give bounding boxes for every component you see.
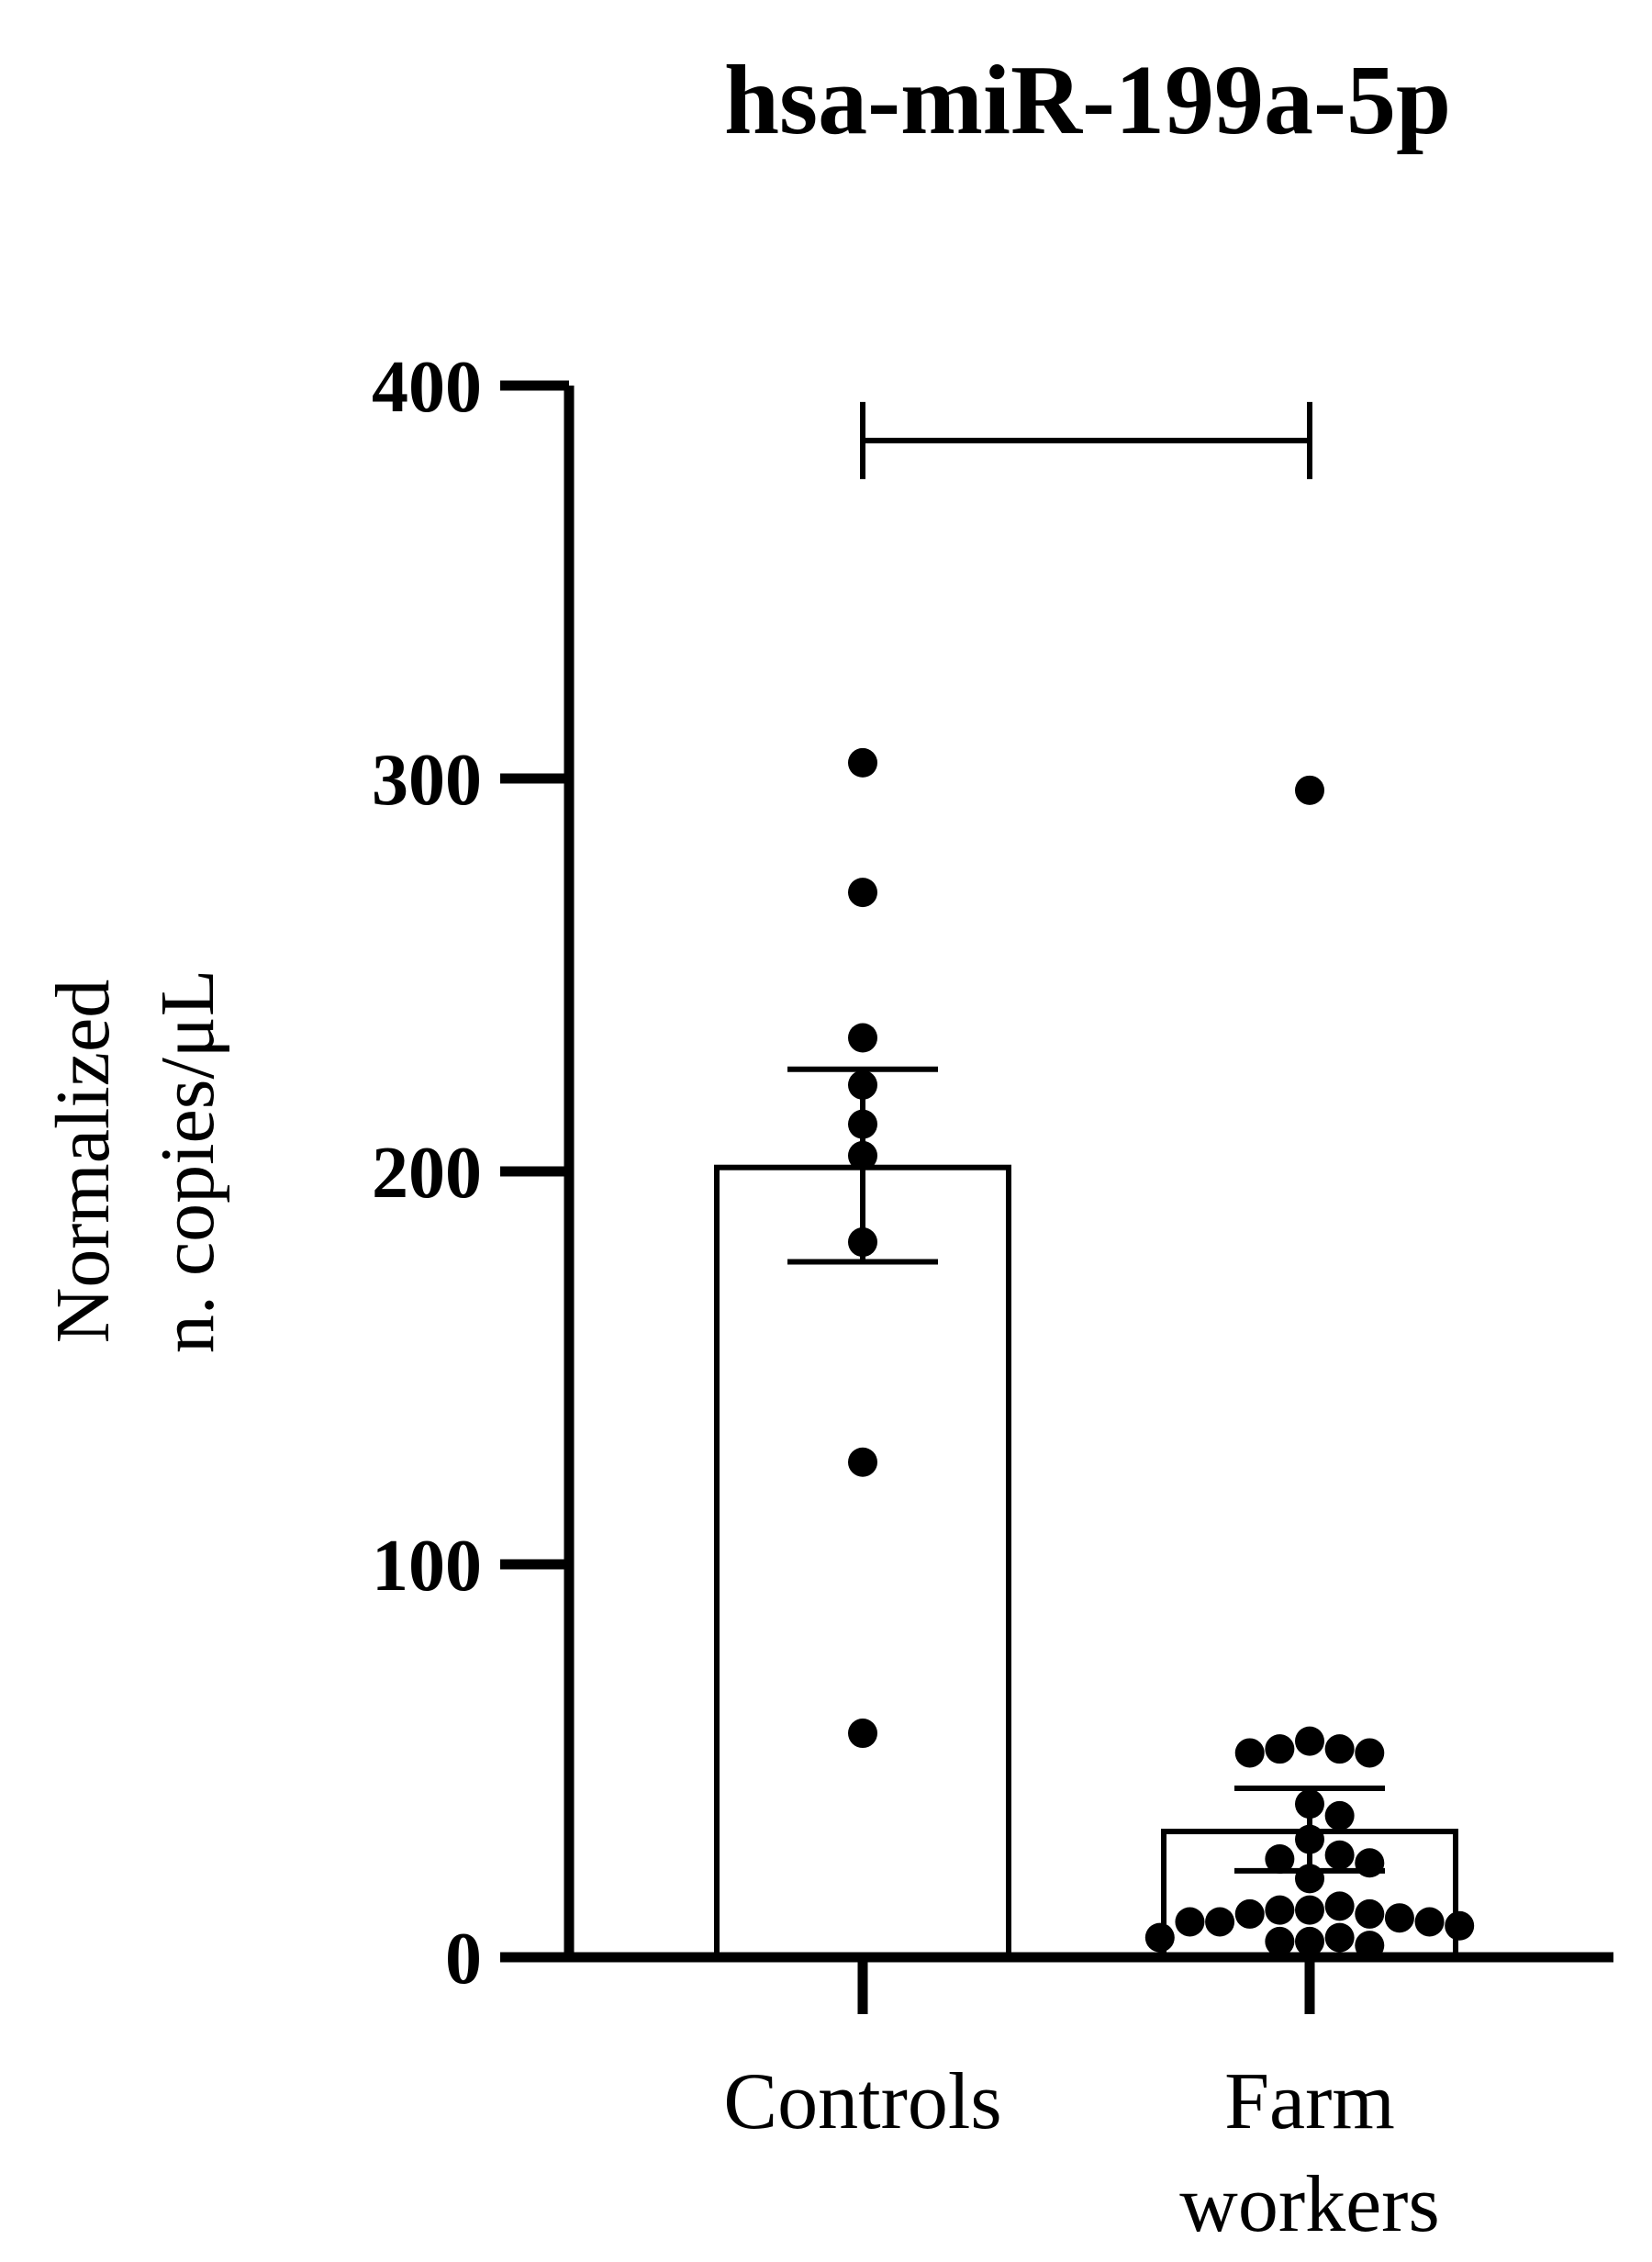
data-point-1-15: [1265, 1895, 1295, 1925]
data-point-1-5: [1234, 1738, 1265, 1768]
x-category-label-0-0: Controls: [723, 2057, 1001, 2146]
data-point-1-4: [1355, 1738, 1385, 1768]
y-tick-label-3: 300: [372, 740, 482, 821]
data-point-1-12: [1295, 1864, 1324, 1894]
y-axis-label: Normalized n. copies/μL: [40, 969, 230, 1353]
data-point-1-23: [1324, 1922, 1355, 1953]
data-points: [848, 747, 1475, 1961]
data-point-0-3: [848, 1069, 877, 1100]
data-point-1-18: [1384, 1903, 1414, 1933]
x-category-label-1-1: workers: [1179, 2160, 1439, 2249]
bar-0: [714, 1164, 1011, 1960]
data-point-0-2: [848, 1023, 877, 1053]
data-point-1-2: [1324, 1734, 1355, 1764]
y-axis-label-line-2: n. copies/μL: [145, 969, 230, 1353]
data-point-0-4: [848, 1109, 877, 1139]
data-point-1-26: [1265, 1926, 1295, 1956]
data-point-1-1: [1295, 1726, 1324, 1756]
data-point-1-0: [1295, 775, 1324, 805]
axes: [500, 380, 1613, 2014]
data-point-1-7: [1324, 1800, 1355, 1831]
data-point-1-17: [1234, 1898, 1265, 1929]
data-point-1-9: [1324, 1840, 1355, 1870]
data-point-1-20: [1414, 1907, 1445, 1937]
data-point-1-14: [1295, 1895, 1324, 1925]
chart-title: hsa-miR-199a-5p: [724, 46, 1451, 155]
y-tick-label-0: 0: [445, 1919, 482, 1999]
y-tick-label-1: 100: [372, 1526, 482, 1607]
y-axis-label-line-1: Normalized: [40, 980, 126, 1344]
data-point-0-1: [848, 878, 877, 908]
data-point-1-16: [1355, 1898, 1385, 1929]
data-point-1-3: [1265, 1734, 1295, 1764]
bars: [714, 1164, 1458, 1961]
y-tick-label-2: 200: [372, 1133, 482, 1214]
data-point-0-7: [848, 1447, 877, 1477]
data-point-0-6: [848, 1227, 877, 1258]
data-point-1-19: [1205, 1907, 1235, 1937]
data-point-1-6: [1295, 1789, 1324, 1820]
data-point-1-25: [1295, 1926, 1324, 1956]
significance-bracket: [860, 401, 1312, 479]
data-point-0-0: [848, 747, 877, 778]
data-point-0-5: [848, 1140, 877, 1170]
data-point-1-21: [1175, 1907, 1205, 1937]
data-point-1-24: [1144, 1922, 1175, 1953]
data-point-1-11: [1355, 1848, 1385, 1878]
data-point-1-22: [1445, 1910, 1475, 1941]
y-tick-label-4: 400: [372, 347, 482, 428]
labels: 0 100 200 300 400 Controls Farm workers: [372, 347, 1440, 2249]
data-point-0-8: [848, 1719, 877, 1749]
data-point-1-10: [1265, 1844, 1295, 1874]
data-point-1-8: [1295, 1824, 1324, 1854]
x-category-label-1-0: Farm: [1224, 2057, 1395, 2146]
data-point-1-13: [1324, 1891, 1355, 1921]
